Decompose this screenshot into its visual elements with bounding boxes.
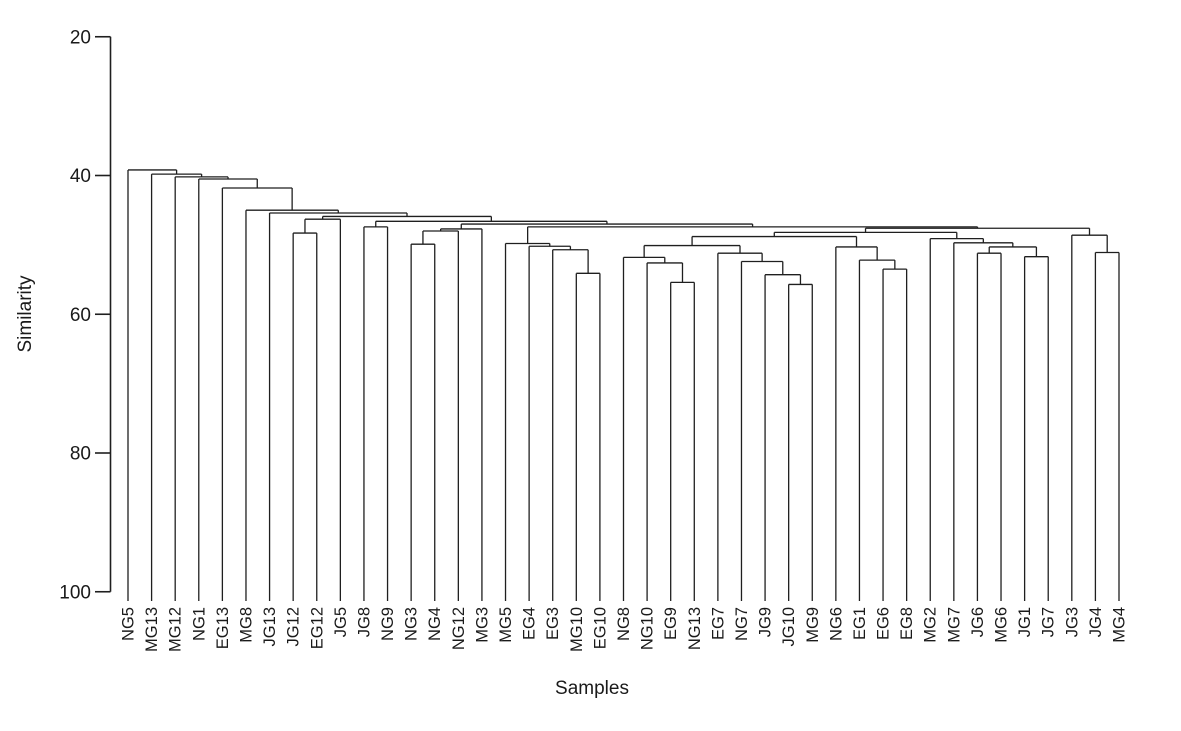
leaf-label: EG12 <box>308 607 326 649</box>
leaf-label: JG7 <box>1040 607 1058 637</box>
leaf-label: NG3 <box>403 607 421 641</box>
leaf-label: JG1 <box>1016 607 1034 637</box>
leaf-label: NG10 <box>639 607 657 650</box>
leaf-label: JG9 <box>757 607 775 637</box>
leaf-label: JG8 <box>355 607 373 637</box>
leaf-label: JG10 <box>780 607 798 646</box>
leaf-label: MG5 <box>497 607 515 643</box>
y-tick-label: 40 <box>70 166 91 187</box>
leaf-label: NG5 <box>120 607 138 641</box>
leaf-label: MG7 <box>945 607 963 643</box>
leaf-label: MG3 <box>473 607 491 643</box>
leaf-label: NG6 <box>827 607 845 641</box>
leaf-label: MG9 <box>804 607 822 643</box>
leaf-label: NG13 <box>686 607 704 650</box>
leaf-label: NG4 <box>426 607 444 641</box>
leaf-label: MG13 <box>143 607 161 652</box>
x-axis-title: Samples <box>555 678 629 699</box>
leaf-label: EG13 <box>214 607 232 649</box>
leaf-label: MG8 <box>237 607 255 643</box>
leaf-label: EG3 <box>544 607 562 640</box>
leaf-label: JG5 <box>332 607 350 637</box>
leaf-label: JG4 <box>1087 607 1105 637</box>
leaf-label: EG10 <box>591 607 609 649</box>
leaf-label: JG3 <box>1063 607 1081 637</box>
leaf-label: MG12 <box>167 607 185 652</box>
y-tick-label: 60 <box>70 305 91 326</box>
leaf-label: EG6 <box>875 607 893 640</box>
leaf-label: NG7 <box>733 607 751 641</box>
leaf-label: EG1 <box>851 607 869 640</box>
leaf-label: JG12 <box>285 607 303 646</box>
leaf-label: NG12 <box>450 607 468 650</box>
leaf-label: MG10 <box>568 607 586 652</box>
leaf-label: EG4 <box>521 607 539 640</box>
leaf-label: NG8 <box>615 607 633 641</box>
leaf-label: EG7 <box>709 607 727 640</box>
x-axis-leaf-labels: NG5 MG13 MG12 NG1 EG13 MG8 JG13 JG12 EG12 JG5 JG8 N… <box>120 607 1129 652</box>
dendrogram-tree <box>127 169 1120 601</box>
y-axis-title: Similarity <box>15 275 36 353</box>
leaf-label: EG9 <box>662 607 680 640</box>
leaf-label: NG9 <box>379 607 397 641</box>
y-axis: 20 40 60 80 100 <box>59 27 112 603</box>
leaf-label: MG4 <box>1111 607 1129 643</box>
y-tick-label: 100 <box>59 582 91 603</box>
leaf-label: JG13 <box>261 607 279 646</box>
leaf-label: EG8 <box>898 607 916 640</box>
y-tick-label: 20 <box>70 27 91 48</box>
leaf-label: MG6 <box>993 607 1011 643</box>
leaf-label: JG6 <box>969 607 987 637</box>
leaf-label: NG1 <box>190 607 208 641</box>
leaf-label: MG2 <box>922 607 940 643</box>
y-tick-label: 80 <box>70 444 91 465</box>
